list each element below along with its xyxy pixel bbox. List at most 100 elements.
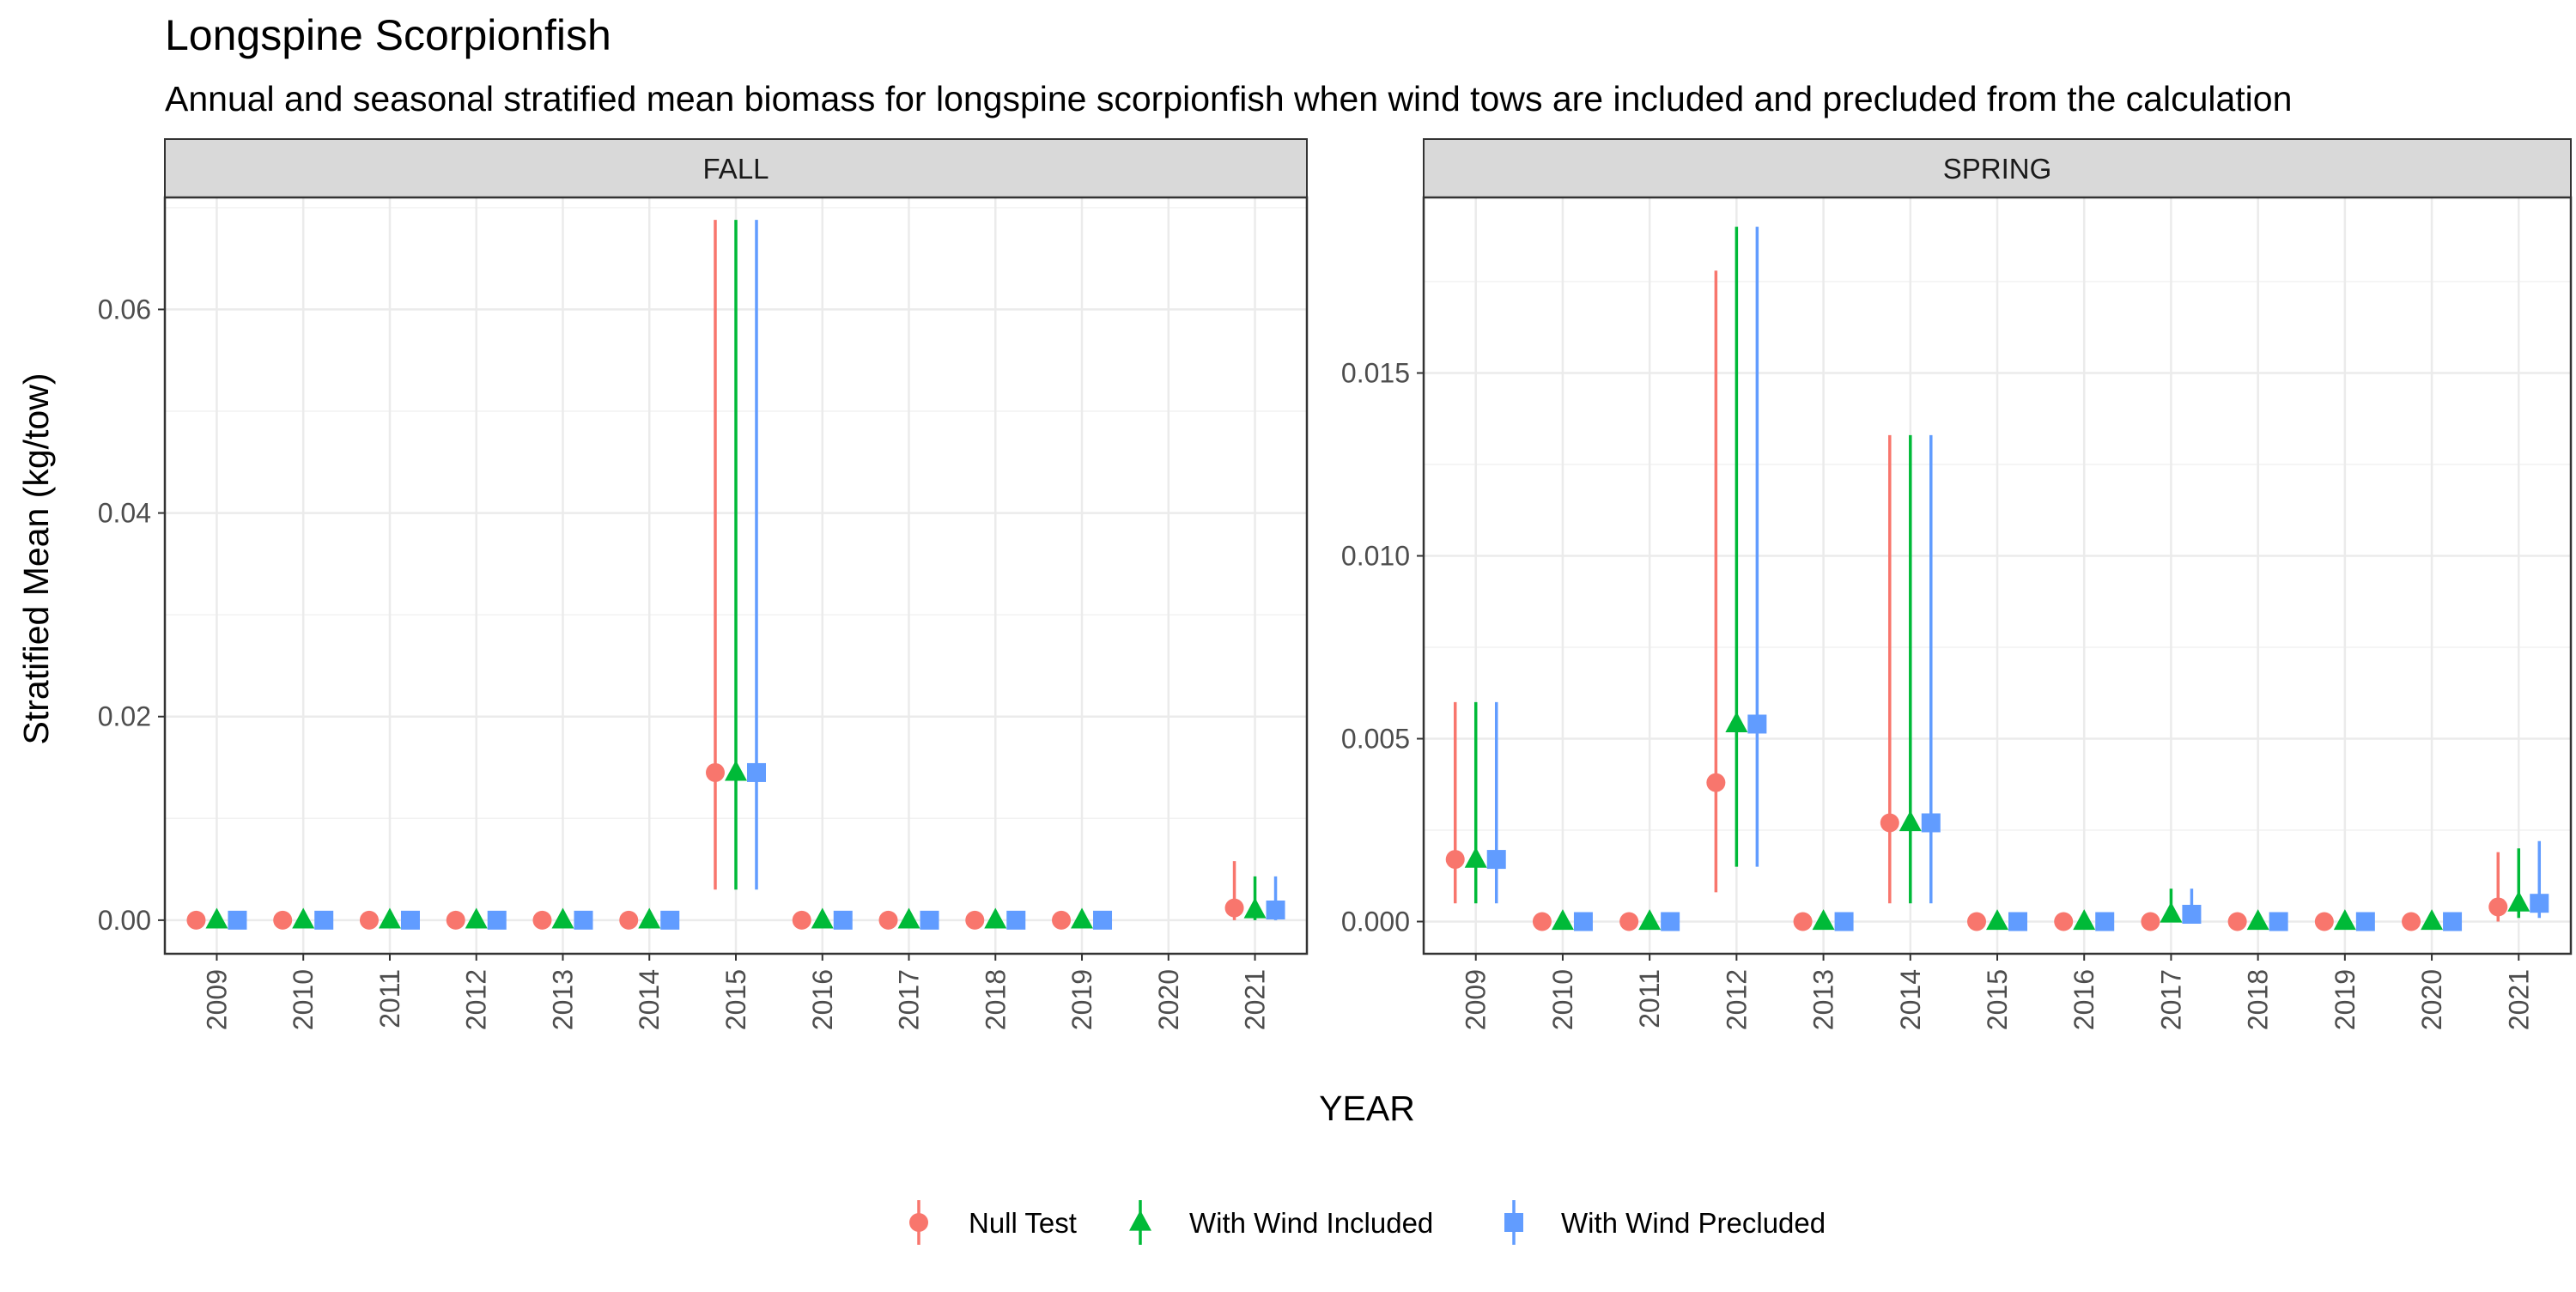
panel-spring-point-null-test (2227, 912, 2247, 931)
panel-spring-series-with-wind-included (1464, 227, 2530, 931)
panel-fall-point-null-test (965, 910, 985, 930)
panel-spring-y-tick-label: 0.000 (1341, 907, 1410, 937)
panel-fall-x-tick-label: 2015 (720, 969, 751, 1030)
panel-spring-point-null-test (1445, 850, 1465, 870)
panel-fall-point-with-wind-precluded (1006, 910, 1026, 930)
panel-fall-series-with-wind-precluded (228, 220, 1285, 930)
x-axis-title: YEAR (1319, 1089, 1415, 1128)
panel-fall-y-tick-label: 0.00 (98, 905, 151, 936)
panel-spring-point-with-wind-included (2333, 909, 2356, 931)
panel-spring-point-with-wind-precluded (1834, 912, 1854, 931)
panel-spring-point-with-wind-included (2421, 909, 2444, 931)
panel-spring-series-null-test (1445, 270, 2508, 931)
facet-panels: FALL 0.00 0.02 0.04 0.06 2009 2010 2011 2012 2013… (98, 138, 2573, 1030)
panel-fall: FALL 0.00 0.02 0.04 0.06 2009 2010 2011 2012 2013… (98, 138, 1309, 1030)
panel-spring-x-tick-label: 2010 (1547, 969, 1578, 1030)
panel-fall-x-tick-label: 2019 (1066, 969, 1097, 1030)
panel-spring-point-with-wind-precluded (1921, 813, 1941, 833)
panel-fall-strip-label: FALL (702, 153, 769, 185)
panel-fall-x-tick-label: 2017 (894, 969, 925, 1030)
panel-spring-point-null-test (1793, 912, 1813, 931)
legend-key-marker-null-test (909, 1213, 928, 1232)
legend-label-null-test: Null Test (969, 1207, 1077, 1239)
panel-fall-point-null-test (186, 910, 206, 930)
panel-fall-point-with-wind-included (465, 907, 488, 929)
panel-fall-point-with-wind-included (1071, 907, 1094, 929)
panel-spring-x-tick-label: 2009 (1461, 969, 1492, 1030)
panel-fall-x-tick-label: 2021 (1240, 969, 1271, 1030)
panel-fall-point-null-test (273, 910, 293, 930)
panel-spring-point-null-test (2314, 912, 2334, 931)
panel-fall-strip (164, 138, 1308, 198)
panel-spring-point-with-wind-precluded (2443, 912, 2463, 931)
panel-fall-point-null-test (532, 910, 552, 930)
panel-spring-point-null-test (2488, 897, 2508, 917)
panel-spring-y-tick-label: 0.010 (1341, 540, 1410, 571)
panel-fall-point-with-wind-included (725, 760, 747, 781)
panel-spring-point-with-wind-included (1812, 909, 1835, 931)
panel-fall-point-null-test (706, 762, 725, 782)
panel-fall-y-tick-label: 0.06 (98, 294, 151, 325)
panel-spring-point-null-test (1532, 912, 1552, 931)
panel-spring-point-null-test (2054, 912, 2074, 931)
legend-label-with-wind-included: With Wind Included (1189, 1207, 1433, 1239)
panel-spring-x-tick-label: 2015 (1982, 969, 2013, 1030)
panel-fall-point-with-wind-included (551, 907, 574, 929)
panel-fall-series-with-wind-included (205, 220, 1267, 929)
panel-spring-point-with-wind-included (1899, 810, 1922, 832)
legend-key-marker-with-wind-precluded (1504, 1213, 1523, 1232)
panel-fall-x-tick-label: 2020 (1153, 969, 1184, 1030)
panel-spring-point-with-wind-included (2507, 890, 2530, 912)
panel-spring-point-with-wind-included (1464, 846, 1487, 868)
panel-spring-point-with-wind-precluded (2269, 912, 2288, 931)
legend-item-with-wind-precluded: With Wind Precluded (1504, 1200, 1826, 1245)
panel-fall-point-with-wind-precluded (747, 762, 766, 782)
panel-fall-point-with-wind-precluded (574, 910, 593, 930)
panel-fall-x-tick-label: 2010 (288, 969, 319, 1030)
panel-spring-strip-label: SPRING (1943, 153, 2052, 185)
panel-fall-point-with-wind-precluded (487, 910, 507, 930)
panel-spring-x-tick-label: 2011 (1634, 969, 1665, 1028)
panel-spring-point-with-wind-included (2073, 909, 2096, 931)
panel-spring-point-with-wind-precluded (2530, 894, 2549, 913)
panel-spring-x-tick-label: 2020 (2416, 969, 2447, 1030)
legend: Null Test With Wind Included With Wind Pre… (909, 1200, 1826, 1245)
panel-spring-point-null-test (2402, 912, 2421, 931)
panel-spring-series-with-wind-precluded (1486, 227, 2549, 931)
panel-fall-point-null-test (619, 910, 639, 930)
panel-fall-x-tick-label: 2013 (547, 969, 578, 1030)
panel-spring-x-tick-label: 2019 (2330, 969, 2360, 1030)
panel-spring-point-null-test (1967, 912, 1986, 931)
panel-fall-point-null-test (359, 910, 379, 930)
panel-fall-point-null-test (446, 910, 465, 930)
panel-fall-point-with-wind-precluded (228, 910, 247, 930)
panel-fall-x-tick-label: 2018 (980, 969, 1011, 1030)
panel-spring-point-with-wind-included (1725, 712, 1748, 733)
panel-spring-point-with-wind-precluded (1486, 850, 1506, 870)
panel-spring-point-with-wind-precluded (1573, 912, 1593, 931)
panel-spring-x-tick-label: 2014 (1895, 969, 1926, 1030)
panel-fall-point-with-wind-included (811, 907, 834, 929)
panel-fall-y-tick-label: 0.04 (98, 498, 151, 529)
panel-spring-point-with-wind-included (2160, 901, 2183, 923)
legend-item-with-wind-included: With Wind Included (1129, 1200, 1433, 1245)
panel-spring-point-null-test (1619, 912, 1639, 931)
panel-fall-point-with-wind-included (205, 907, 228, 929)
panel-fall-series-null-test (186, 220, 1244, 930)
panel-fall-point-with-wind-included (984, 907, 1007, 929)
panel-fall-point-with-wind-included (638, 907, 661, 929)
panel-spring-x-tick-label: 2021 (2503, 969, 2534, 1030)
panel-spring-point-with-wind-precluded (1747, 714, 1767, 734)
panel-fall-point-with-wind-included (1243, 897, 1267, 919)
panel-spring-point-null-test (2141, 912, 2160, 931)
panel-spring-point-with-wind-included (1986, 909, 2008, 931)
panel-spring-x-tick-label: 2017 (2155, 969, 2186, 1030)
panel-spring-x-tick-label: 2016 (2069, 969, 2099, 1030)
panel-fall-point-with-wind-included (378, 907, 401, 929)
panel-fall-point-with-wind-precluded (1266, 901, 1285, 920)
panel-fall-point-null-test (878, 910, 898, 930)
panel-fall-y-tick-label: 0.02 (98, 701, 151, 732)
legend-label-with-wind-precluded: With Wind Precluded (1561, 1207, 1826, 1239)
panel-spring-point-with-wind-precluded (2182, 904, 2202, 924)
